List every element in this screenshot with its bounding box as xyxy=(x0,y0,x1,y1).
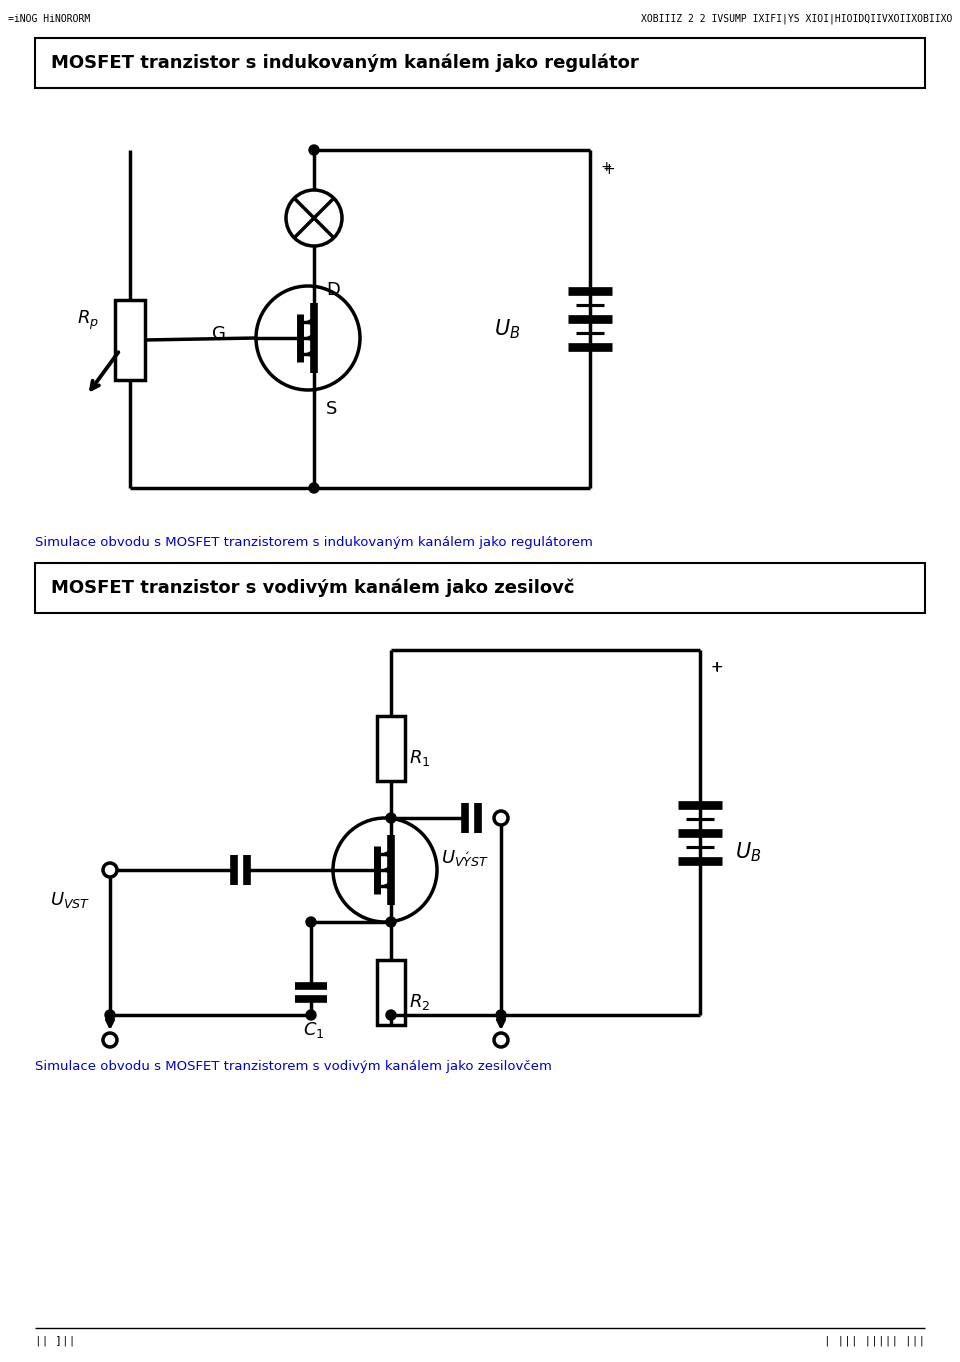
Text: $R_p$: $R_p$ xyxy=(77,308,99,331)
Text: +: + xyxy=(710,661,722,674)
Circle shape xyxy=(306,917,316,928)
Text: MOSFET tranzistor s vodivým kanálem jako zesilovč: MOSFET tranzistor s vodivým kanálem jako… xyxy=(51,579,574,598)
Bar xyxy=(377,715,405,780)
Text: Simulace obvodu s MOSFET tranzistorem s indukovaným kanálem jako regulátorem: Simulace obvodu s MOSFET tranzistorem s … xyxy=(35,537,593,549)
Text: Simulace obvodu s MOSFET tranzistorem s vodivým kanálem jako zesilovčem: Simulace obvodu s MOSFET tranzistorem s … xyxy=(35,1060,552,1073)
Text: $U_{VST}$: $U_{VST}$ xyxy=(50,889,90,910)
Text: G: G xyxy=(212,326,226,343)
Circle shape xyxy=(256,286,360,390)
Text: +: + xyxy=(710,661,723,676)
Bar xyxy=(377,959,405,1024)
Circle shape xyxy=(386,813,396,823)
Text: XOBIIIZ 2 2 IVSUMP IXIFI|YS XIOI|HIOIDQIIVXOIIXOBIIXO: XOBIIIZ 2 2 IVSUMP IXIFI|YS XIOI|HIOIDQI… xyxy=(640,14,952,25)
Circle shape xyxy=(333,819,437,922)
Text: $U_B$: $U_B$ xyxy=(493,317,520,340)
Bar xyxy=(35,38,925,89)
Text: MOSFET tranzistor s indukovaným kanálem jako regulátor: MOSFET tranzistor s indukovaným kanálem … xyxy=(51,53,638,72)
Bar xyxy=(115,300,145,380)
Text: $U_{V\'{Y}ST}$: $U_{V\'{Y}ST}$ xyxy=(441,849,489,868)
Text: +: + xyxy=(600,159,612,174)
Text: D: D xyxy=(326,281,340,300)
Circle shape xyxy=(386,1011,396,1020)
Circle shape xyxy=(309,484,319,493)
Text: $U_B$: $U_B$ xyxy=(735,840,761,865)
Circle shape xyxy=(496,1011,506,1020)
Text: $R_2$: $R_2$ xyxy=(409,992,430,1012)
Text: +: + xyxy=(602,162,614,177)
Circle shape xyxy=(306,1011,316,1020)
Text: =iNOG HiNORORM: =iNOG HiNORORM xyxy=(8,14,90,25)
Text: S: S xyxy=(326,400,337,418)
Text: || ]||: || ]|| xyxy=(35,1336,76,1347)
Bar xyxy=(35,563,925,613)
Circle shape xyxy=(309,144,319,155)
Text: $C_1$: $C_1$ xyxy=(303,1020,324,1041)
Text: $R_1$: $R_1$ xyxy=(409,748,430,768)
Text: | ||| ||||| |||: | ||| ||||| ||| xyxy=(824,1336,925,1347)
Circle shape xyxy=(105,1011,115,1020)
Circle shape xyxy=(386,917,396,928)
Circle shape xyxy=(286,191,342,247)
